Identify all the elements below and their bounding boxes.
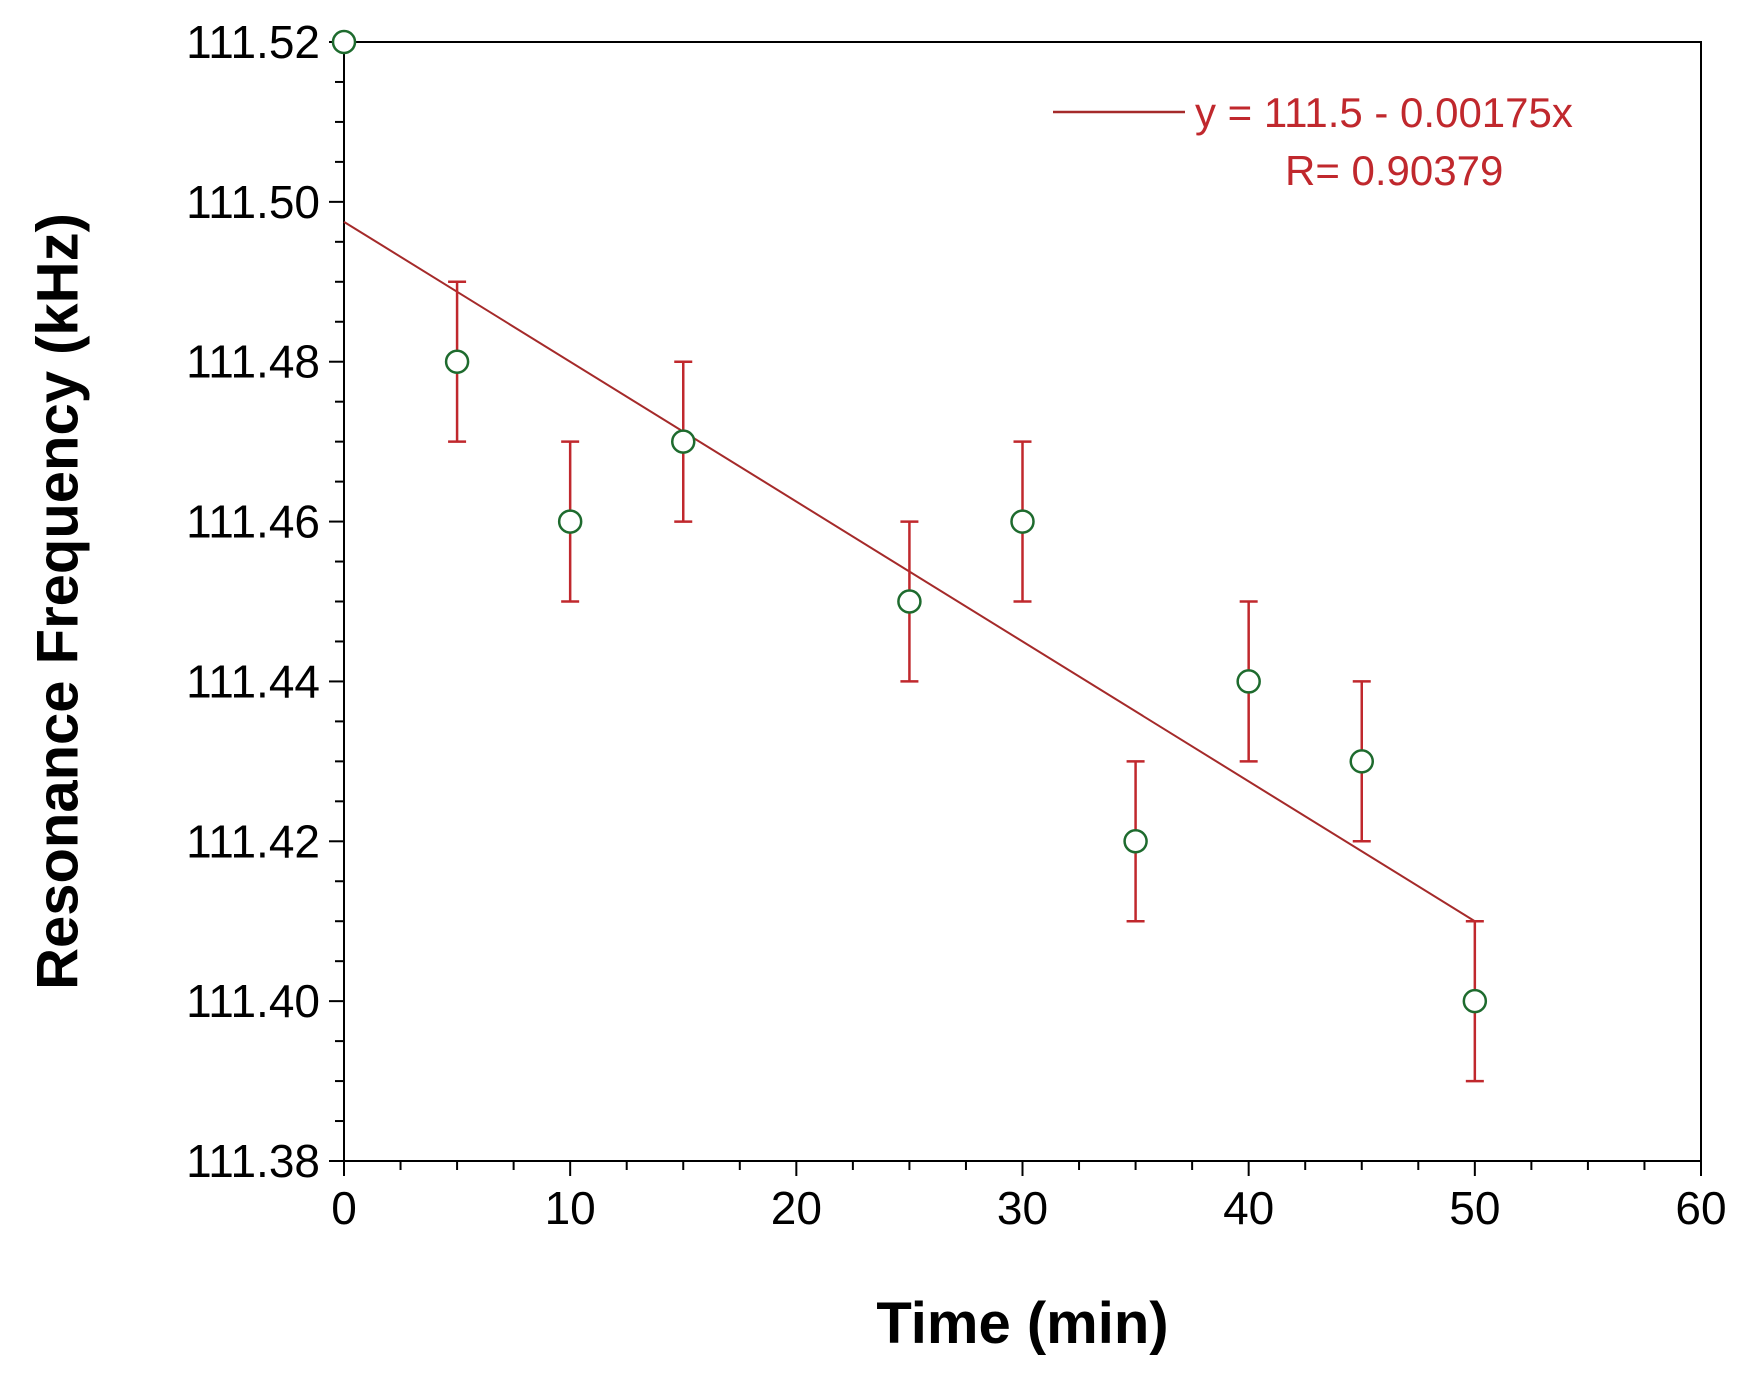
data-point [331, 29, 357, 55]
data-point [1236, 669, 1261, 694]
axis-ticks [329, 41, 1702, 1176]
data-point [897, 589, 922, 614]
y-tick-label: 111.40 [186, 975, 320, 1027]
data-point [671, 429, 696, 454]
data-points [331, 29, 1488, 1014]
x-axis-label: Time (min) [876, 1291, 1168, 1356]
y-tick-label: 111.48 [186, 336, 320, 388]
y-tick-label: 111.50 [186, 176, 320, 228]
data-point [1010, 509, 1035, 534]
legend-r-value: R= 0.90379 [1285, 147, 1503, 194]
data-point [1349, 749, 1374, 774]
error-bars [448, 280, 1484, 1083]
data-point [1462, 988, 1488, 1014]
legend: y = 111.5 - 0.00175x R= 0.90379 [1053, 89, 1573, 194]
y-tick-label: 111.52 [186, 16, 320, 68]
x-tick-label: 50 [1449, 1182, 1500, 1234]
y-axis-label: Resonance Frequency (kHz) [25, 213, 90, 990]
data-point [1123, 829, 1148, 854]
x-tick-label: 0 [331, 1182, 357, 1234]
x-tick-label: 40 [1223, 1182, 1274, 1234]
x-tick-label: 20 [771, 1182, 822, 1234]
data-point [444, 349, 470, 374]
y-tick-label: 111.44 [186, 655, 320, 707]
x-tick-label: 60 [1675, 1182, 1726, 1234]
x-tick-label: 10 [545, 1182, 596, 1234]
data-point [557, 509, 583, 534]
y-tick-label: 111.46 [186, 496, 320, 548]
x-tick-label: 30 [997, 1182, 1048, 1234]
legend-equation: y = 111.5 - 0.00175x [1195, 89, 1573, 136]
axis-tick-labels: 0 10 20 30 40 50 60 111.38 111.40 111.42 111.44 111… [186, 16, 1726, 1234]
y-tick-label: 111.38 [186, 1135, 320, 1187]
y-tick-label: 111.42 [186, 815, 320, 867]
